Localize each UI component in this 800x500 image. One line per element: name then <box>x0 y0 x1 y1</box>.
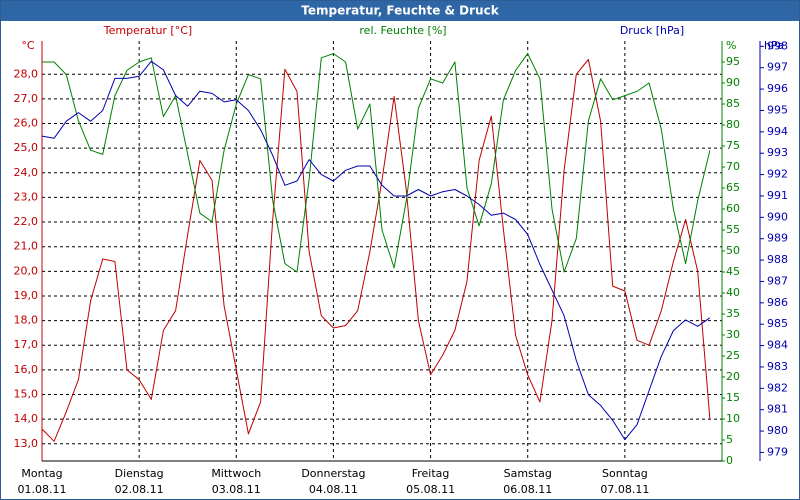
legend-entry: Temperatur [°C] <box>103 24 192 37</box>
y3-tick-label: 996 <box>767 82 788 95</box>
y3-tick-label: 989 <box>767 232 788 245</box>
y-tick-label: 14,0 <box>14 412 39 425</box>
y-unit: °C <box>21 39 35 52</box>
series-line <box>42 53 711 273</box>
y2-tick-label: 30 <box>726 328 740 341</box>
legend-entry: Druck [hPa] <box>620 24 684 37</box>
y3-tick-label: 987 <box>767 274 788 287</box>
y2-tick-label: 95 <box>726 55 740 68</box>
y3-tick-label: 979 <box>767 445 788 458</box>
y-tick-label: 22,0 <box>14 215 39 228</box>
y-tick-label: 23,0 <box>14 190 39 203</box>
y-tick-label: 13,0 <box>14 437 39 450</box>
y3-tick-label: 991 <box>767 189 788 202</box>
y2-tick-label: 10 <box>726 412 740 425</box>
y3-tick-label: 992 <box>767 168 788 181</box>
x-tick-date: 07.08.11 <box>600 483 649 496</box>
y2-tick-label: 60 <box>726 202 740 215</box>
series-line <box>41 60 711 441</box>
x-tick-date: 01.08.11 <box>18 483 67 496</box>
y2-tick-label: 80 <box>726 118 740 131</box>
x-tick-date: 06.08.11 <box>503 483 552 496</box>
y3-unit: hPa <box>764 39 784 52</box>
y2-tick-label: 50 <box>726 244 740 257</box>
y2-tick-label: 85 <box>726 97 740 110</box>
legend-entry: rel. Feuchte [%] <box>359 24 446 37</box>
y-tick-label: 19,0 <box>14 289 39 302</box>
y2-tick-label: 75 <box>726 139 740 152</box>
y2-tick-label: 65 <box>726 181 740 194</box>
y2-tick-label: 20 <box>726 370 740 383</box>
y3-tick-label: 997 <box>767 61 788 74</box>
y-tick-label: 18,0 <box>14 314 39 327</box>
y2-tick-label: 5 <box>726 433 733 446</box>
y2-tick-label: 15 <box>726 391 740 404</box>
x-tick-date: 02.08.11 <box>115 483 164 496</box>
series-line <box>41 59 711 442</box>
y2-tick-label: 0 <box>726 454 733 467</box>
y-tick-label: 15,0 <box>14 387 39 400</box>
y-tick-label: 25,0 <box>14 141 39 154</box>
y-tick-label: 17,0 <box>14 338 39 351</box>
y3-tick-label: 995 <box>767 103 788 116</box>
y2-tick-label: 25 <box>726 349 740 362</box>
y3-tick-label: 998 <box>767 39 788 52</box>
y3-tick-label: 994 <box>767 125 788 138</box>
y3-tick-label: 985 <box>767 317 788 330</box>
x-tick-label: Samstag <box>504 467 552 480</box>
y-tick-label: 21,0 <box>14 240 39 253</box>
x-tick-date: 05.08.11 <box>406 483 455 496</box>
title-bar <box>1 1 799 21</box>
y3-tick-label: 983 <box>767 360 788 373</box>
y2-tick-label: 35 <box>726 307 740 320</box>
y-tick-label: 28,0 <box>14 67 39 80</box>
y-tick-label: 24,0 <box>14 166 39 179</box>
y2-tick-label: 40 <box>726 286 740 299</box>
y-tick-label: 27,0 <box>14 92 39 105</box>
chart-title: Temperatur, Feuchte & Druck <box>301 4 499 18</box>
y3-tick-label: 988 <box>767 253 788 266</box>
x-tick-label: Mittwoch <box>211 467 261 480</box>
y2-tick-label: 45 <box>726 265 740 278</box>
y2-tick-label: 90 <box>726 76 740 89</box>
x-tick-label: Dienstag <box>115 467 164 480</box>
y3-tick-label: 993 <box>767 146 788 159</box>
x-tick-date: 03.08.11 <box>212 483 261 496</box>
y-tick-label: 26,0 <box>14 117 39 130</box>
x-tick-date: 04.08.11 <box>309 483 358 496</box>
y3-tick-label: 986 <box>767 296 788 309</box>
y3-tick-label: 981 <box>767 403 788 416</box>
y2-unit: % <box>726 39 736 52</box>
x-tick-label: Donnerstag <box>301 467 365 480</box>
y3-tick-label: 982 <box>767 381 788 394</box>
y-tick-label: 16,0 <box>14 363 39 376</box>
y3-tick-label: 990 <box>767 210 788 223</box>
y3-tick-label: 984 <box>767 339 788 352</box>
y3-tick-label: 980 <box>767 424 788 437</box>
x-tick-label: Montag <box>21 467 62 480</box>
y-tick-label: 20,0 <box>14 264 39 277</box>
y2-tick-label: 55 <box>726 223 740 236</box>
x-tick-label: Sonntag <box>602 467 648 480</box>
y2-tick-label: 70 <box>726 160 740 173</box>
x-tick-label: Freitag <box>412 467 450 480</box>
